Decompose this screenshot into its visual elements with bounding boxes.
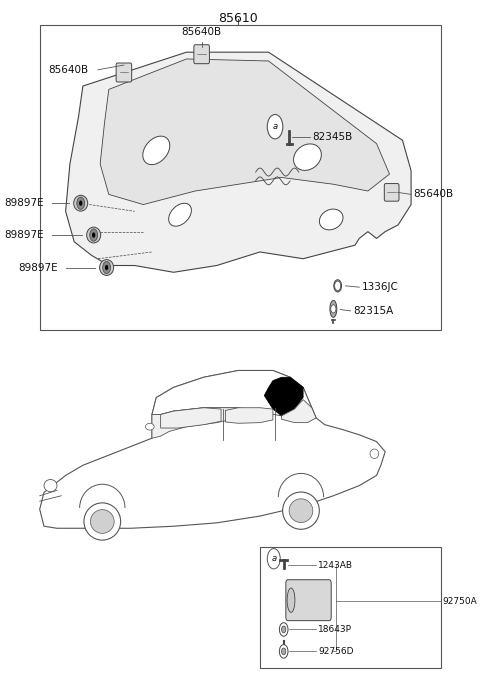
Ellipse shape: [370, 449, 379, 458]
Circle shape: [105, 265, 108, 270]
Ellipse shape: [319, 209, 343, 230]
Text: 82345B: 82345B: [312, 132, 352, 142]
Circle shape: [79, 201, 83, 206]
Circle shape: [103, 261, 110, 273]
Text: 1336JC: 1336JC: [361, 282, 398, 292]
Ellipse shape: [44, 479, 57, 492]
Polygon shape: [152, 408, 239, 438]
Circle shape: [279, 623, 288, 636]
Ellipse shape: [283, 492, 319, 529]
Text: 92750A: 92750A: [442, 597, 477, 606]
FancyBboxPatch shape: [286, 580, 331, 621]
Text: 82315A: 82315A: [353, 306, 393, 316]
Ellipse shape: [294, 144, 321, 171]
Text: 89897E: 89897E: [4, 198, 44, 208]
Text: 92756D: 92756D: [318, 647, 354, 656]
Text: 85640B: 85640B: [48, 65, 88, 75]
Polygon shape: [260, 547, 441, 668]
Circle shape: [267, 114, 283, 139]
Circle shape: [267, 549, 280, 569]
Polygon shape: [100, 59, 389, 205]
Circle shape: [279, 645, 288, 658]
Text: 85610: 85610: [218, 12, 258, 24]
Text: a: a: [273, 122, 277, 131]
FancyBboxPatch shape: [116, 63, 132, 82]
Text: 18643P: 18643P: [318, 625, 352, 634]
Polygon shape: [161, 408, 221, 428]
Text: 89897E: 89897E: [18, 262, 58, 273]
FancyBboxPatch shape: [384, 184, 399, 201]
Text: 85640B: 85640B: [181, 27, 222, 37]
Text: 85640B: 85640B: [413, 190, 454, 199]
Text: 89897E: 89897E: [4, 230, 44, 240]
Circle shape: [92, 233, 96, 238]
Circle shape: [282, 626, 286, 633]
Ellipse shape: [100, 260, 114, 275]
Text: a: a: [271, 554, 276, 563]
Circle shape: [90, 229, 97, 241]
Ellipse shape: [84, 503, 120, 540]
Polygon shape: [66, 52, 411, 272]
Polygon shape: [40, 371, 385, 528]
FancyBboxPatch shape: [194, 45, 209, 64]
Ellipse shape: [287, 588, 295, 613]
Text: 1243AB: 1243AB: [318, 560, 353, 570]
Polygon shape: [40, 25, 441, 330]
Polygon shape: [264, 377, 303, 416]
Circle shape: [335, 281, 341, 290]
Ellipse shape: [168, 203, 192, 226]
Polygon shape: [226, 408, 273, 423]
Circle shape: [331, 305, 336, 313]
Polygon shape: [152, 371, 316, 422]
Circle shape: [77, 197, 84, 209]
Ellipse shape: [334, 279, 342, 292]
Ellipse shape: [87, 227, 101, 243]
Ellipse shape: [145, 423, 154, 430]
Circle shape: [282, 648, 286, 655]
Ellipse shape: [143, 136, 170, 165]
Polygon shape: [282, 400, 316, 423]
Ellipse shape: [330, 301, 337, 318]
Ellipse shape: [90, 509, 114, 533]
Ellipse shape: [74, 195, 88, 211]
Ellipse shape: [289, 499, 313, 522]
